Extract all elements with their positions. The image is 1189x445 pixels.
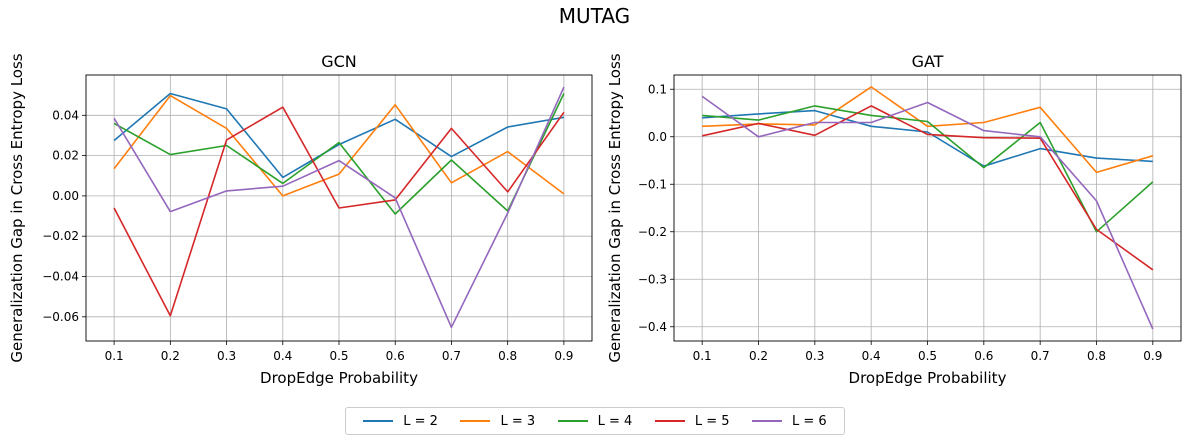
- legend-item-l5: L = 5: [654, 413, 730, 429]
- legend-item-l3: L = 3: [460, 414, 535, 429]
- gat-xtick-label: 0.1: [693, 349, 712, 363]
- gat-xtick-label: 0.2: [749, 349, 768, 363]
- gat-xtick-label: 0.3: [805, 349, 824, 363]
- gcn-xtick-label: 0.9: [554, 349, 573, 363]
- gat-xtick-label: 0.6: [974, 349, 993, 363]
- legend-label: L = 2: [403, 413, 438, 429]
- legend-line-swatch: [752, 420, 782, 422]
- gcn-series-line-l6: [113, 86, 565, 329]
- gat-title: GAT: [912, 52, 944, 71]
- gcn-series-line-l3: [113, 94, 565, 197]
- gat-panel: 0.1 0.2 0.3 0.4 0.5 0.6 0.7 0.8 0.9 −0.4 −0.3 −0.2 −…: [606, 52, 1182, 387]
- gat-ytick-label: −0.1: [638, 177, 667, 191]
- gcn-series-line-l2: [113, 92, 565, 179]
- legend-label: L = 3: [500, 413, 536, 429]
- gcn-ytick-label: 0.00: [52, 189, 79, 203]
- gat-axes-frame: [673, 74, 1182, 342]
- gat-ytick-label: −0.3: [638, 272, 667, 286]
- legend-item-l2: L = 2: [363, 414, 438, 429]
- gcn-series-line-l4: [113, 93, 565, 215]
- legend-label: L = 4: [597, 413, 633, 429]
- gcn-ytick-label: −0.02: [42, 229, 79, 243]
- gat-series-line-l5: [702, 105, 1154, 271]
- gcn-xtick-label: 0.8: [498, 349, 517, 363]
- figure-title: MUTAG: [558, 4, 631, 28]
- gcn-ytick-label: 0.02: [52, 149, 79, 163]
- legend-line-swatch: [654, 420, 685, 422]
- gat-ytick-label: −0.4: [638, 320, 667, 334]
- gat-xtick-label: 0.7: [1031, 349, 1050, 363]
- legend-label: L = 5: [694, 413, 730, 429]
- gcn-ytick-label: −0.06: [42, 310, 79, 324]
- legend: L = 2 L = 3 L = 4 L = 5 L = 6: [345, 407, 845, 435]
- gcn-ytick-label: 0.04: [52, 108, 79, 122]
- gat-xtick-label: 0.9: [1143, 349, 1162, 363]
- gcn-ylabel: Generalization Gap in Cross Entropy Loss: [8, 53, 26, 362]
- gat-series-line-l3: [702, 86, 1154, 174]
- gcn-series-line-l5: [113, 106, 565, 317]
- gat-xtick-label: 0.4: [862, 349, 881, 363]
- gat-xtick-label: 0.5: [918, 349, 937, 363]
- gat-ytick-label: 0.0: [648, 130, 667, 144]
- gcn-xtick-label: 0.3: [217, 349, 236, 363]
- gcn-xtick-label: 0.7: [442, 349, 461, 363]
- legend-line-swatch: [557, 420, 588, 422]
- gcn-xtick-label: 0.4: [273, 349, 292, 363]
- figure-canvas: 0.1 0.2 0.3 0.4 0.5 0.6 0.7 0.8 0.9 −0.06 −0.04 −0.…: [8, 52, 1182, 387]
- gat-series-line-l4: [702, 105, 1154, 233]
- gcn-xtick-label: 0.2: [161, 349, 180, 363]
- gcn-xtick-label: 0.1: [105, 349, 124, 363]
- gcn-panel: 0.1 0.2 0.3 0.4 0.5 0.6 0.7 0.8 0.9 −0.06 −0.04 −0.…: [8, 52, 593, 387]
- gcn-xtick-label: 0.6: [386, 349, 405, 363]
- gat-ytick-label: 0.1: [648, 82, 667, 96]
- gcn-ytick-label: −0.04: [42, 270, 79, 284]
- gcn-xtick-label: 0.5: [329, 349, 348, 363]
- gat-ylabel: Generalization Gap in Cross Entropy Loss: [606, 53, 624, 362]
- legend-line-swatch: [363, 420, 394, 422]
- gat-series-line-l2: [702, 109, 1153, 167]
- legend-line-swatch: [460, 420, 491, 422]
- gat-series-line-l6: [701, 95, 1154, 330]
- gcn-axes-frame: [85, 74, 593, 342]
- legend-label: L = 6: [792, 413, 827, 429]
- gat-xlabel: DropEdge Probability: [849, 369, 1007, 387]
- gat-xtick-label: 0.8: [1087, 349, 1106, 363]
- legend-item-l4: L = 4: [557, 413, 633, 429]
- gcn-xlabel: DropEdge Probability: [260, 369, 418, 387]
- gcn-title: GCN: [321, 52, 357, 71]
- legend-item-l6: L = 6: [752, 414, 827, 429]
- gat-ytick-label: −0.2: [638, 225, 667, 239]
